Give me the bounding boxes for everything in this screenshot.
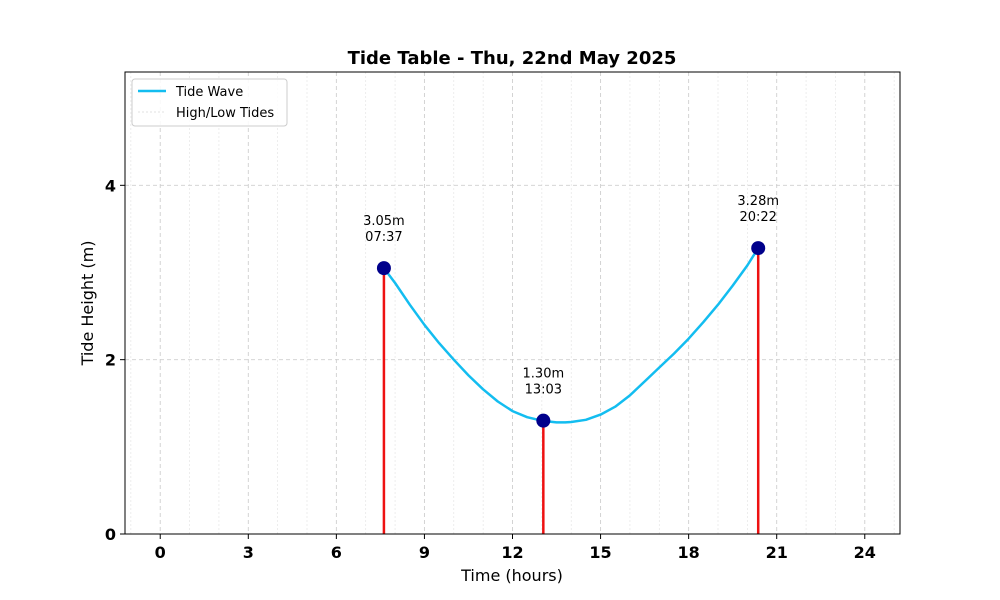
y-tick-label: 0 <box>105 525 116 544</box>
x-tick-label: 18 <box>678 543 700 562</box>
tide-height-label: 3.05m <box>363 214 405 229</box>
tide-markers <box>376 241 766 428</box>
y-tick-label: 4 <box>105 176 116 195</box>
x-tick-label: 15 <box>589 543 611 562</box>
tide-height-label: 1.30m <box>523 367 565 382</box>
legend: Tide Wave High/Low Tides <box>131 78 288 127</box>
tide-time-label: 07:37 <box>365 230 402 245</box>
tide-time-label: 13:03 <box>525 383 562 398</box>
x-axis-label: Time (hours) <box>460 566 563 585</box>
tide-time-label: 20:22 <box>739 210 776 225</box>
x-tick-label: 21 <box>766 543 788 562</box>
x-tick-label: 24 <box>854 543 876 562</box>
series-layer <box>382 246 760 424</box>
legend-box <box>131 78 288 127</box>
tide-point <box>751 241 766 256</box>
y-tick-label: 2 <box>105 351 116 370</box>
tide-wave-line <box>382 246 760 424</box>
x-tick-label: 3 <box>243 543 254 562</box>
tide-vertical-lines <box>382 248 760 534</box>
legend-label-tide-wave: Tide Wave <box>175 85 243 100</box>
tide-point <box>376 261 391 276</box>
x-tick-label: 0 <box>155 543 166 562</box>
x-tick-label: 12 <box>501 543 523 562</box>
legend-label-high-low-tides: High/Low Tides <box>176 106 274 121</box>
y-axis-label: Tide Height (m) <box>78 241 97 367</box>
tide-height-label: 3.28m <box>737 194 779 209</box>
x-tick-label: 6 <box>331 543 342 562</box>
grid-lines <box>125 72 900 534</box>
chart-title: Tide Table - Thu, 22nd May 2025 <box>348 48 677 69</box>
tide-point <box>536 413 551 428</box>
x-tick-label: 9 <box>419 543 430 562</box>
